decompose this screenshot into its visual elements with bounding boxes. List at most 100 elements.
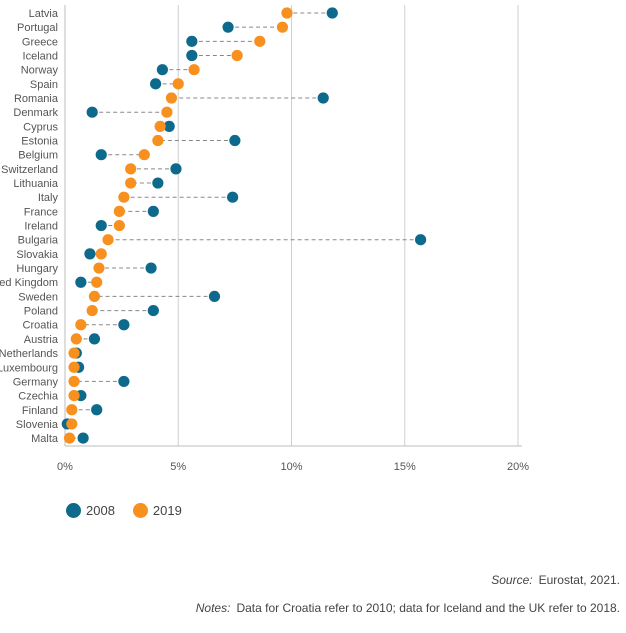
- data-point-2008: [317, 92, 329, 104]
- notes-label: Notes:: [195, 601, 231, 615]
- category-label: Netherlands: [0, 348, 58, 360]
- legend: 2008 2019: [66, 503, 182, 518]
- data-point-2019: [281, 7, 293, 19]
- data-point-2008: [147, 304, 159, 317]
- category-label: Bulgaria: [18, 235, 59, 247]
- data-point-2008: [170, 163, 182, 175]
- category-label: France: [24, 206, 58, 218]
- category-label: Austria: [24, 334, 59, 346]
- category-label: Norway: [21, 65, 59, 77]
- data-point-2008: [229, 134, 241, 147]
- category-label: Finland: [22, 405, 58, 417]
- category-label: Cyprus: [23, 121, 58, 133]
- notes: Notes: Data for Croatia refer to 2010; da…: [196, 601, 620, 615]
- data-point-2008: [156, 64, 168, 76]
- category-label: Italy: [38, 192, 59, 204]
- data-point-2019: [152, 134, 164, 147]
- data-point-2019: [66, 418, 78, 430]
- data-point-2019: [138, 149, 150, 161]
- source-label: Source:: [491, 573, 533, 587]
- data-point-2019: [102, 234, 114, 246]
- data-point-2008: [150, 78, 162, 90]
- legend-label-2019: 2019: [152, 503, 182, 518]
- data-point-2008: [152, 177, 164, 189]
- category-label: Romania: [14, 93, 59, 105]
- data-point-2008: [208, 290, 221, 302]
- data-point-2019: [254, 35, 266, 47]
- data-point-2008: [91, 404, 103, 416]
- data-point-2019: [118, 191, 130, 203]
- data-point-2008: [118, 375, 130, 388]
- data-point-2008: [75, 276, 87, 288]
- data-point-2008: [222, 21, 234, 33]
- data-point-2019: [68, 389, 80, 402]
- legend-label-2008: 2008: [86, 503, 115, 518]
- category-label: Greece: [22, 36, 58, 48]
- x-tick-label: 15%: [394, 461, 416, 473]
- data-point-2019: [63, 432, 76, 444]
- category-label: Latvia: [29, 8, 59, 20]
- data-point-2008: [186, 35, 198, 47]
- data-point-2019: [93, 262, 105, 274]
- source-note: Source: Eurostat, 2021.: [491, 573, 620, 587]
- category-label: Estonia: [21, 136, 59, 148]
- data-point-2008: [326, 7, 338, 19]
- data-point-2008: [145, 262, 157, 274]
- data-point-2008: [77, 432, 89, 444]
- data-point-2008: [415, 234, 427, 246]
- category-label: Portugal: [17, 22, 58, 34]
- data-point-2008: [88, 333, 101, 345]
- category-label: Slovakia: [16, 249, 58, 261]
- category-label: Luxembourg: [0, 362, 58, 374]
- category-label: Lithuania: [13, 178, 59, 190]
- legend-item-2008: 2008: [66, 503, 115, 518]
- data-point-2008: [118, 319, 130, 331]
- data-point-2008: [147, 205, 159, 217]
- category-label: Malta: [31, 433, 59, 445]
- data-point-2019: [172, 78, 184, 90]
- dumbbell-chart: 0% 5% 10% 15% 20% Latvia Portugal Greece Iceland…: [0, 5, 529, 473]
- data-point-2019: [165, 92, 178, 104]
- data-point-2019: [68, 347, 80, 359]
- data-point-2008: [95, 149, 107, 161]
- x-tick-label: 20%: [507, 461, 529, 473]
- data-point-2019: [125, 163, 137, 175]
- data-point-2019: [276, 21, 289, 33]
- category-label: Switzerland: [1, 164, 58, 176]
- x-tick-label: 0%: [57, 461, 73, 473]
- data-point-2019: [68, 361, 80, 373]
- data-point-2008: [227, 191, 239, 203]
- notes-text: Data for Croatia refer to 2010; data for…: [236, 601, 620, 615]
- x-tick-label: 10%: [280, 461, 302, 473]
- legend-item-2019: 2019: [132, 503, 182, 518]
- category-label: Germany: [13, 376, 59, 388]
- x-tick-label: 5%: [170, 461, 186, 473]
- data-point-2008: [86, 106, 98, 118]
- source-text: Eurostat, 2021.: [538, 573, 620, 587]
- category-label: Czechia: [18, 391, 59, 403]
- category-label: Hungary: [16, 263, 58, 275]
- data-point-2019: [88, 290, 101, 302]
- data-point-2019: [75, 319, 87, 331]
- data-point-2019: [68, 375, 80, 388]
- legend-swatch-2019: [132, 503, 148, 518]
- category-label: Ireland: [24, 221, 58, 233]
- category-label: Croatia: [23, 320, 59, 332]
- data-point-2019: [91, 276, 103, 288]
- data-point-2019: [86, 304, 98, 317]
- data-point-2019: [113, 219, 125, 232]
- data-point-2008: [84, 248, 96, 260]
- category-label: Spain: [30, 79, 58, 91]
- data-point-2008: [95, 219, 107, 232]
- data-point-2019: [113, 205, 125, 217]
- data-point-2019: [125, 177, 137, 189]
- category-label: Slovenia: [16, 419, 59, 431]
- data-point-2019: [231, 49, 243, 62]
- data-point-2019: [95, 248, 107, 260]
- category-label: Iceland: [23, 51, 58, 63]
- legend-swatch-2008: [66, 503, 81, 518]
- data-point-2019: [154, 120, 166, 132]
- data-point-2019: [188, 64, 200, 76]
- data-point-2008: [186, 49, 198, 62]
- category-label: United Kingdom: [0, 277, 58, 289]
